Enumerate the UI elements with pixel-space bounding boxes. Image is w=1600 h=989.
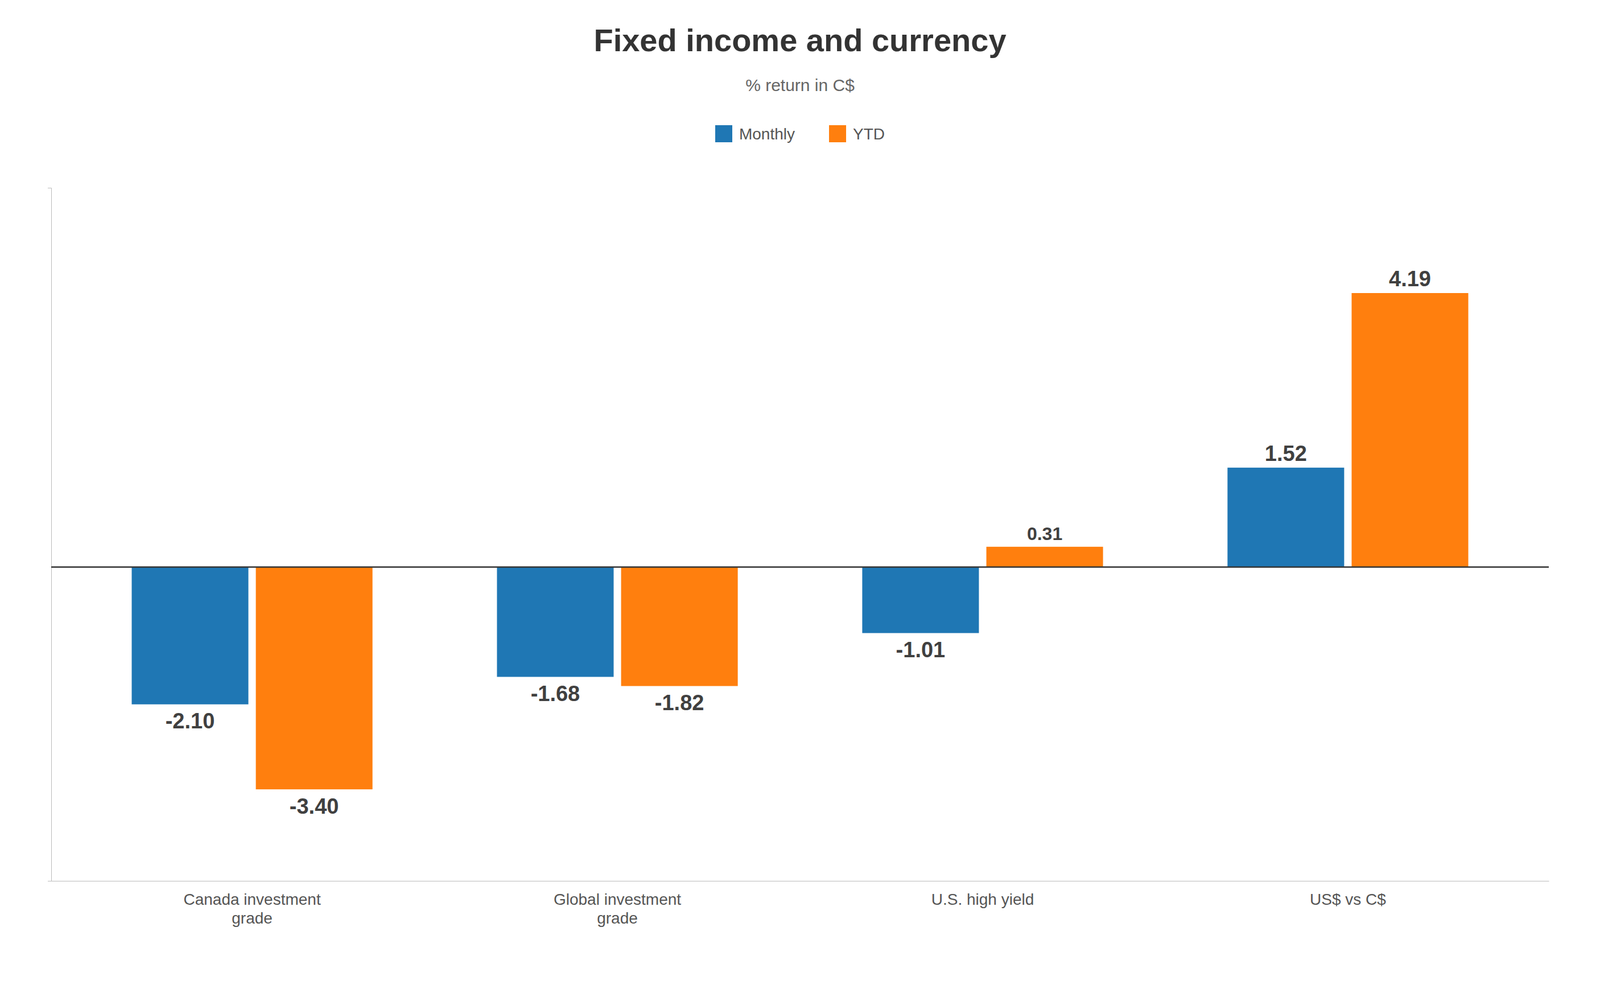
x-axis: Canada investmentgradeGlobal investmentg… (51, 880, 1550, 927)
legend-swatch (715, 125, 733, 143)
data-label: -1.82 (654, 690, 705, 715)
chart-svg: Fixed income and currency % return in C$ C… (0, 0, 1600, 989)
bar (1227, 467, 1344, 568)
data-label: 4.19 (1388, 266, 1432, 291)
x-tick-label-line: grade (596, 909, 638, 927)
bars (131, 293, 1468, 790)
legend-label: YTD (852, 125, 885, 143)
y-axis-line (47, 188, 52, 882)
data-label: 1.52 (1264, 441, 1307, 466)
data-label: 0.31 (1027, 523, 1063, 544)
legend-item: YTD (829, 125, 885, 143)
x-tick-label: U.S. high yield (931, 890, 1035, 909)
x-tick-label: Canada investmentgrade (183, 890, 321, 928)
x-tick: Canada investmentgrade (183, 880, 321, 927)
bar (131, 566, 249, 704)
x-tick-label: US$ vs C$ (1309, 890, 1387, 909)
x-tick: U.S. high yield (931, 880, 1035, 909)
legend-label: Monthly (739, 125, 795, 143)
x-tick-label-line: grade (231, 909, 273, 927)
bar (986, 546, 1104, 568)
x-axis-line (51, 880, 1550, 882)
x-tick-label-line: Global investment (553, 890, 682, 909)
title: Fixed income and currency (593, 22, 1006, 59)
y-axis (47, 188, 52, 882)
data-label: -1.68 (530, 681, 581, 706)
subtitle: % return in C$ (745, 75, 855, 95)
legend-item: Monthly (715, 125, 795, 143)
x-tick-label-line: US$ vs C$ (1309, 890, 1387, 909)
bar (256, 566, 373, 790)
bar (496, 566, 614, 677)
x-tick-label-line: U.S. high yield (931, 890, 1035, 909)
data-label: -3.40 (289, 794, 340, 819)
data-label: -2.10 (165, 708, 216, 733)
bar (621, 566, 738, 686)
legend: Monthly YTD (715, 125, 885, 143)
legend-swatch (829, 125, 847, 143)
x-tick-label: Global investmentgrade (553, 890, 682, 928)
data-label: -1.01 (896, 637, 946, 662)
bar (1351, 293, 1468, 567)
data-labels: -2.10 -1.68 -1.01 1.52 -3.40 -1.82 0.31 4.19 (165, 266, 1432, 819)
zero-line (51, 566, 1549, 568)
x-tick: Global investmentgrade (553, 880, 682, 927)
x-tick: US$ vs C$ (1309, 880, 1387, 909)
chart-container: Fixed income and currency % return in C$ C… (0, 0, 1600, 989)
x-tick-label-line: Canada investment (183, 890, 321, 909)
bar (862, 566, 979, 633)
